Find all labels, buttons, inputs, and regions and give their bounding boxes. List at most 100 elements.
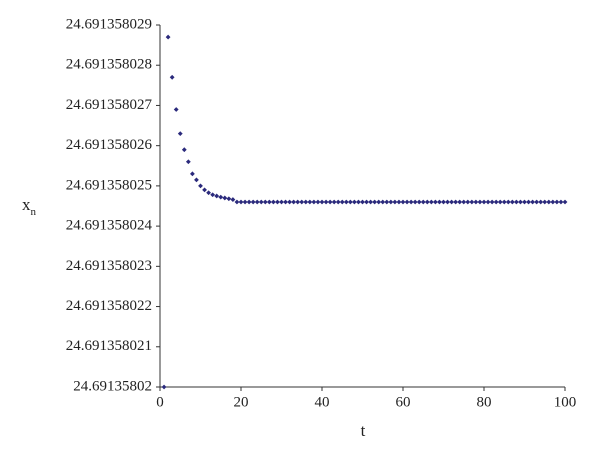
point (198, 183, 203, 189)
point (258, 199, 264, 205)
point (546, 199, 552, 205)
point (356, 199, 361, 205)
point (522, 199, 527, 205)
point (173, 107, 179, 112)
point (380, 199, 386, 205)
point (291, 199, 297, 205)
point (283, 199, 288, 205)
point (266, 199, 272, 205)
y-tick-label: 24.691358025 (66, 177, 152, 193)
y-tick-label: 24.691358027 (66, 97, 153, 113)
point (246, 199, 252, 205)
x-tick-label: 100 (554, 394, 577, 410)
point (534, 199, 540, 205)
point (412, 199, 418, 205)
point (408, 199, 414, 205)
x-tick-label: 80 (477, 394, 492, 410)
point (493, 199, 499, 205)
y-tick-label: 24.691358024 (66, 218, 153, 234)
point (352, 199, 357, 205)
point (360, 199, 365, 205)
point (550, 199, 556, 205)
point (165, 34, 171, 40)
point (161, 384, 167, 390)
point (384, 199, 390, 205)
y-axis-label-sub: n (31, 206, 37, 218)
point (331, 199, 337, 205)
point (218, 194, 224, 200)
point (396, 199, 402, 205)
point (453, 199, 459, 205)
x-axis-label: t (361, 421, 366, 440)
point (279, 199, 284, 205)
point (238, 199, 244, 205)
point (481, 199, 487, 205)
point (230, 197, 236, 202)
point (416, 199, 422, 205)
point (404, 199, 410, 205)
point (562, 199, 568, 205)
point (262, 199, 268, 205)
point (509, 199, 515, 205)
point (339, 199, 345, 205)
point (489, 199, 495, 205)
point (303, 199, 309, 205)
y-tick-label: 24.691358029 (66, 16, 152, 32)
point (400, 199, 406, 205)
y-tick-label: 24.691358021 (66, 338, 152, 354)
point (335, 199, 341, 205)
point (323, 199, 329, 205)
y-tick-label: 24.691358023 (66, 258, 152, 274)
point (311, 199, 317, 205)
point (327, 199, 333, 205)
point (190, 171, 195, 177)
x-tick-label: 0 (156, 394, 164, 410)
point (206, 190, 211, 196)
point (299, 199, 305, 205)
point (319, 199, 325, 205)
point (169, 74, 175, 80)
point (530, 199, 535, 205)
point (433, 199, 438, 205)
point (445, 199, 450, 205)
point (441, 199, 446, 205)
point (526, 199, 531, 205)
point (185, 159, 191, 165)
point (477, 199, 483, 205)
point (497, 199, 503, 205)
point (518, 199, 523, 205)
point (437, 199, 442, 205)
point (222, 195, 228, 201)
y-tick-label: 24.691358028 (66, 57, 152, 73)
x-tick-label: 20 (234, 394, 249, 410)
point (181, 147, 187, 153)
point (368, 199, 373, 205)
point (307, 199, 313, 205)
point (465, 199, 471, 205)
point (424, 199, 430, 205)
point (254, 199, 260, 205)
point (210, 192, 216, 198)
point (538, 199, 544, 205)
point (364, 199, 369, 205)
point (392, 199, 398, 205)
point (287, 199, 292, 205)
point (194, 177, 199, 183)
point (295, 199, 301, 205)
y-tick-label: 24.691358022 (66, 298, 152, 314)
x-tick-label: 40 (315, 394, 330, 410)
point (420, 199, 426, 205)
point (457, 199, 463, 205)
point (234, 199, 240, 205)
point (343, 199, 349, 205)
point (275, 199, 280, 205)
point (501, 199, 507, 205)
point (428, 199, 434, 205)
point (202, 187, 207, 193)
y-axis-label: xn (22, 195, 37, 218)
point (542, 199, 548, 205)
point (388, 199, 394, 205)
point (177, 131, 183, 136)
